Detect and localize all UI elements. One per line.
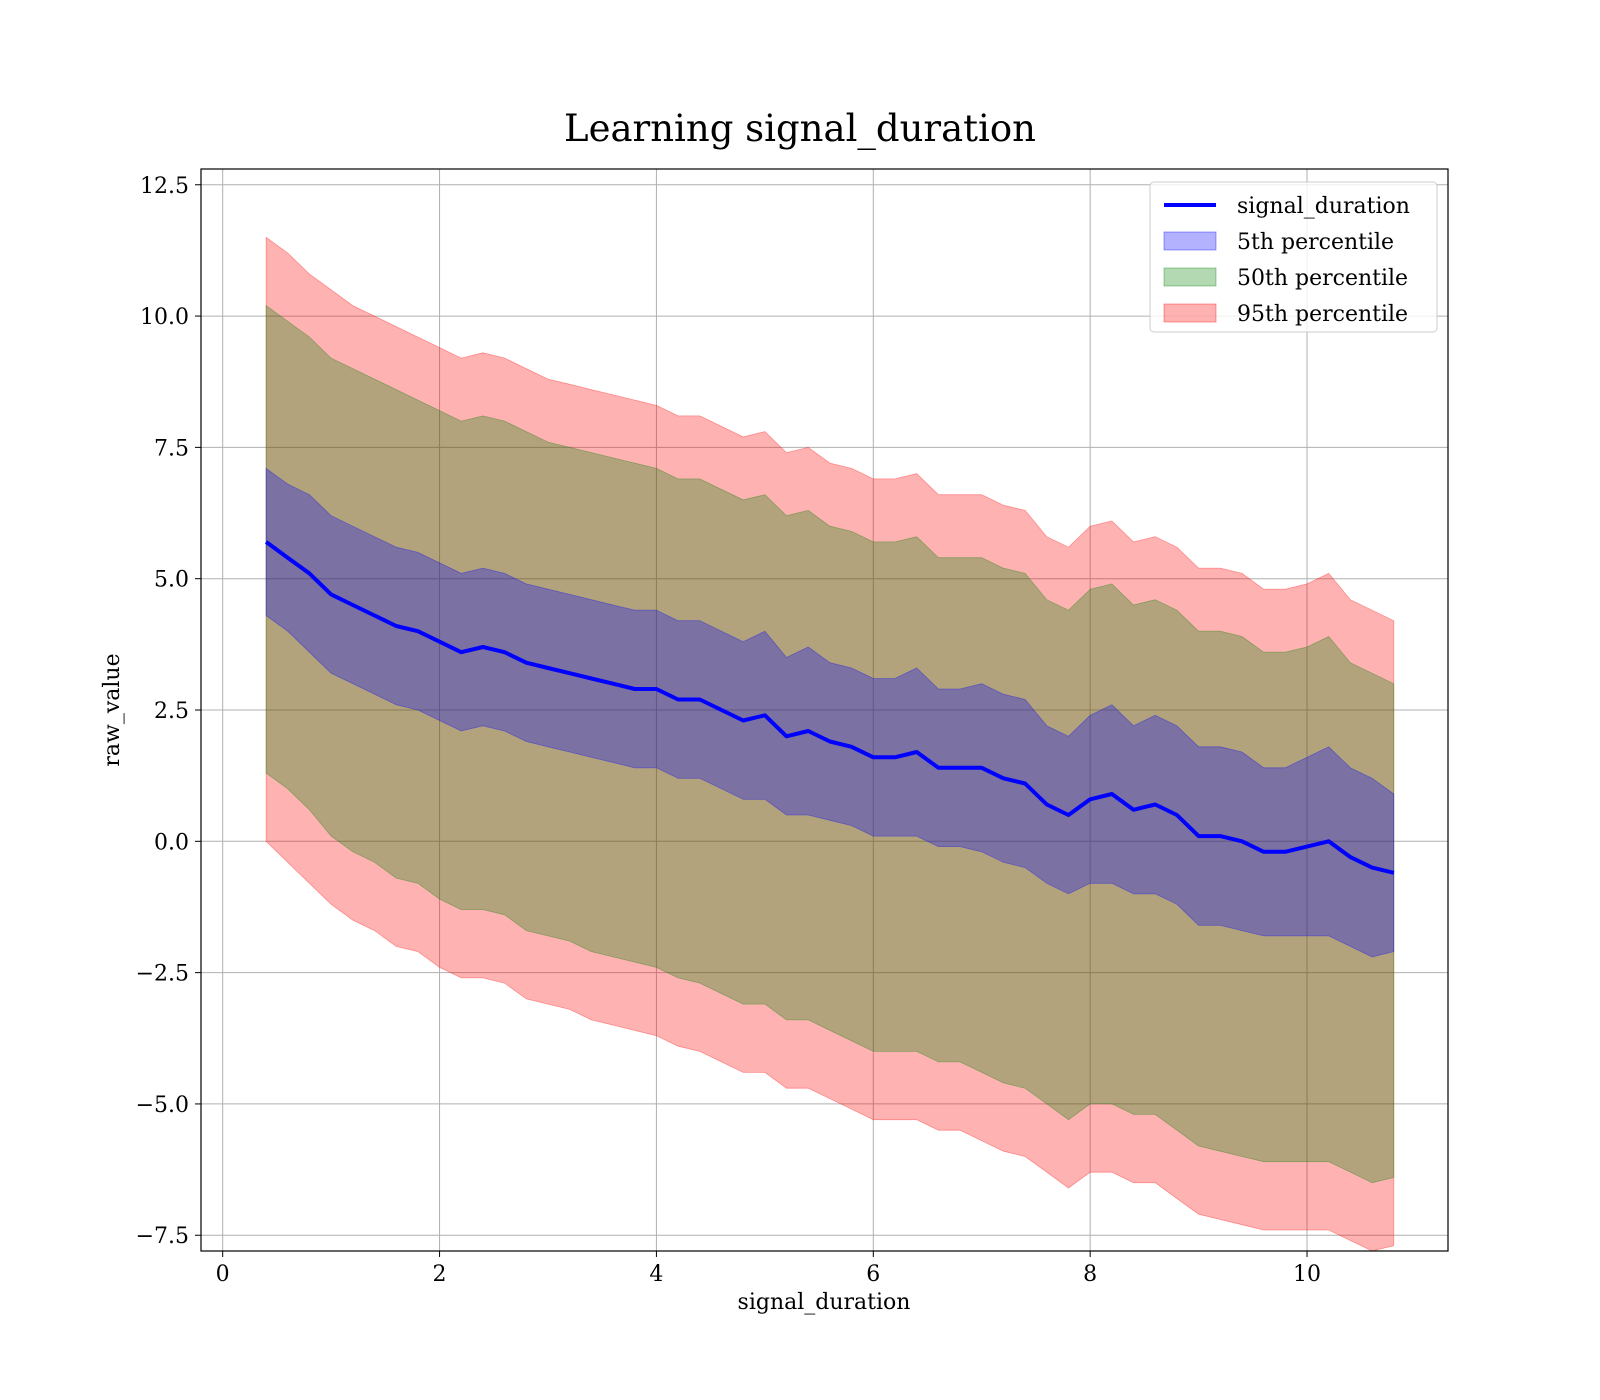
- y-tick-label: 7.5: [154, 436, 189, 461]
- x-tick-label: 4: [649, 1262, 663, 1287]
- legend-swatch-band: [1163, 267, 1217, 287]
- x-tick-label: 2: [433, 1262, 447, 1287]
- x-axis-label: signal_duration: [738, 1290, 911, 1315]
- signal-line: [264, 540, 1395, 875]
- y-axis-label: raw_value: [100, 653, 125, 766]
- legend-label: 50th percentile: [1237, 266, 1408, 291]
- legend-box: [1149, 181, 1438, 333]
- legend: signal_duration 5th percentile 50th percen…: [1149, 181, 1438, 333]
- y-tick-label: −2.5: [136, 962, 189, 987]
- y-tick-label: −7.5: [136, 1224, 189, 1249]
- x-tick-label: 10: [1293, 1262, 1321, 1287]
- x-tick-label: 6: [866, 1262, 880, 1287]
- x-tick-label: 8: [1083, 1262, 1097, 1287]
- y-tick-label: 0.0: [154, 830, 189, 855]
- x-tick-label: 0: [216, 1262, 230, 1287]
- legend-label: 5th percentile: [1237, 230, 1394, 255]
- legend-label: signal_duration: [1237, 194, 1410, 219]
- legend-label: 95th percentile: [1237, 302, 1408, 327]
- series-line-signal-duration: [264, 540, 1395, 875]
- y-tick-label: −5.0: [136, 1093, 189, 1118]
- legend-swatch-band: [1163, 303, 1217, 323]
- percentile-bands: [265, 236, 1395, 1252]
- band-5th-percentile: [265, 467, 1395, 958]
- x-axis-ticks: 0 2 4 6 8 10: [216, 1251, 1321, 1287]
- band-50th-percentile: [265, 304, 1395, 1184]
- chart-title: Learning signal_duration: [564, 107, 1036, 151]
- y-tick-label: 5.0: [154, 568, 189, 593]
- y-tick-label: 2.5: [154, 699, 189, 724]
- band-95th-percentile: [265, 236, 1395, 1252]
- y-tick-label: 10.0: [140, 305, 189, 330]
- y-tick-label: 12.5: [140, 174, 189, 199]
- legend-swatch-band: [1163, 231, 1217, 251]
- y-axis-ticks: −7.5 −5.0 −2.5 0.0 2.5 5.0 7.5 10.0 12.5: [136, 174, 201, 1249]
